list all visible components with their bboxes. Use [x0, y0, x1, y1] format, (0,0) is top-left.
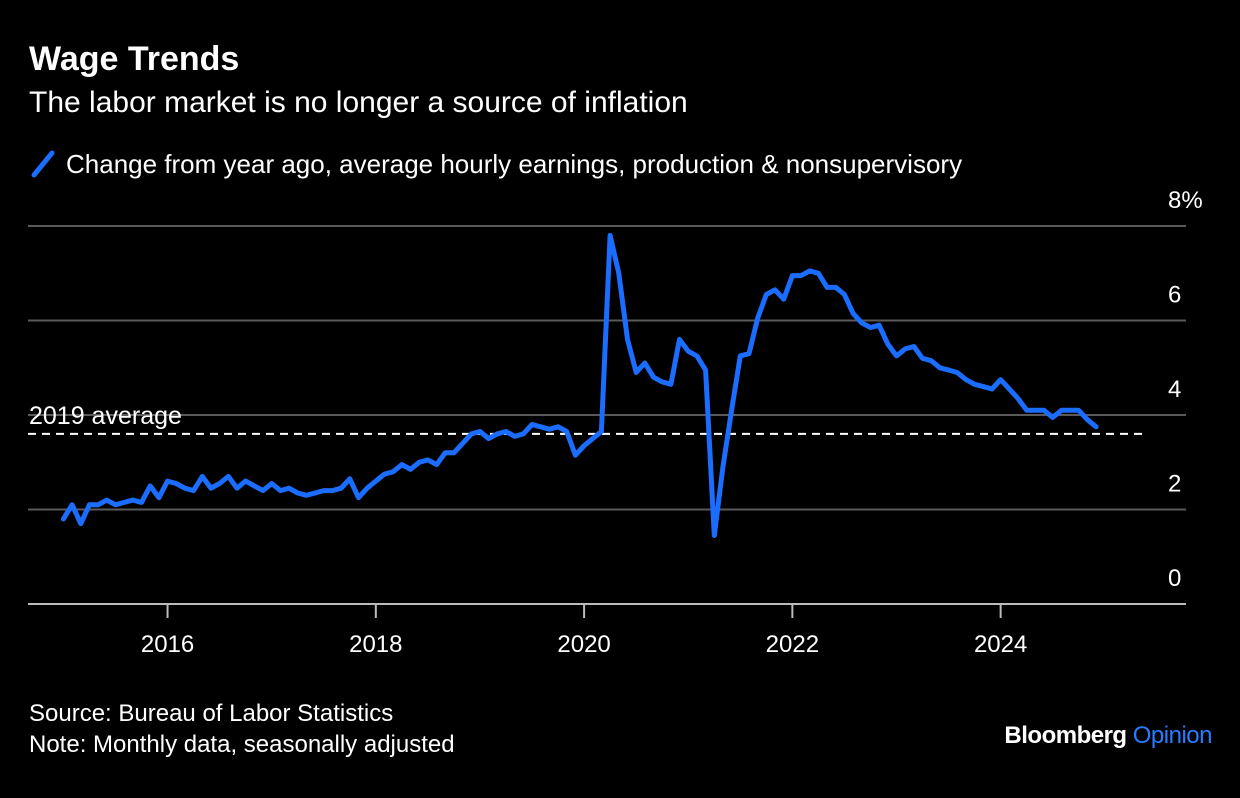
reference-line-group: 2019 average	[28, 402, 1142, 435]
x-axis: 2016 2018 2020 2022 2024	[141, 604, 1027, 658]
legend-line-icon	[31, 150, 55, 178]
y-tick-label: 4	[1168, 376, 1181, 403]
y-tick-label: 0	[1168, 565, 1181, 592]
x-tick-label: 2018	[349, 631, 402, 658]
y-tick-label: 8%	[1168, 187, 1203, 214]
source-text: Source: Bureau of Labor Statistics	[29, 700, 394, 727]
logo-brand: Bloomberg	[1004, 722, 1127, 749]
legend-label: Change from year ago, average hourly ear…	[66, 148, 963, 179]
x-tick-label: 2016	[141, 631, 194, 658]
x-tick-label: 2024	[974, 631, 1027, 658]
note-text: Note: Monthly data, seasonally adjusted	[29, 731, 455, 758]
logo-product: Opinion	[1132, 722, 1213, 749]
y-tick-label: 2	[1168, 471, 1181, 498]
bloomberg-opinion-logo: Bloomberg Opinion	[1004, 722, 1212, 750]
chart-title: Wage Trends	[29, 40, 240, 78]
series-line	[60, 232, 1099, 538]
reference-line-label: 2019 average	[29, 402, 182, 430]
series-group	[60, 232, 1099, 538]
chart-subtitle: The labor market is no longer a source o…	[29, 86, 688, 119]
y-tick-labels: 0 2 4 6 8%	[1168, 187, 1203, 592]
x-tick-label: 2022	[766, 631, 819, 658]
legend: Change from year ago, average hourly ear…	[30, 146, 962, 182]
footer: Source: Bureau of Labor Statistics Note:…	[29, 698, 455, 760]
x-tick-label: 2020	[557, 631, 610, 658]
y-tick-label: 6	[1168, 282, 1181, 309]
